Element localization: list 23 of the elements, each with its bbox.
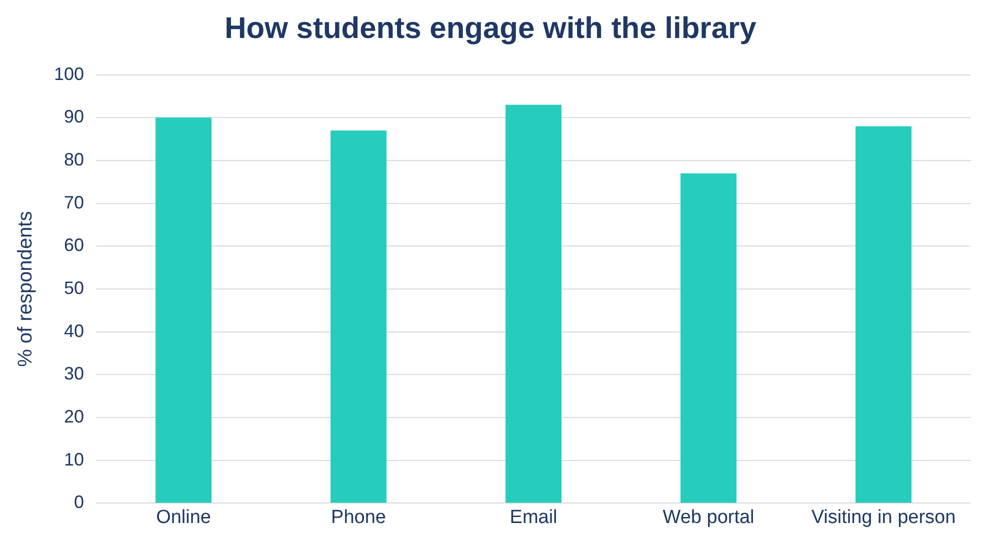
y-axis-title: % of respondents: [14, 211, 37, 367]
y-tick-label: 50: [64, 278, 84, 298]
y-tick-label: 80: [64, 149, 84, 170]
bar: [330, 130, 387, 503]
y-tick-label: 60: [64, 235, 84, 256]
y-tick-label: 70: [64, 192, 84, 212]
bar: [856, 126, 912, 503]
y-tick-label: 0: [74, 492, 84, 512]
chart-title: How students engage with the library: [224, 12, 758, 47]
x-tick-label: Email: [510, 506, 558, 528]
y-tick-label: 10: [64, 449, 84, 470]
x-tick-label: Online: [156, 506, 211, 528]
y-tick-label: 100: [54, 64, 84, 84]
bar: [506, 104, 562, 503]
bar: [680, 173, 737, 503]
y-tick-label: 20: [64, 406, 84, 426]
x-tick-label: Visiting in person: [811, 506, 956, 528]
y-tick-label: 90: [64, 106, 84, 127]
y-tick-label: 40: [64, 320, 84, 341]
x-tick-label: Phone: [331, 506, 386, 528]
y-tick-label: 30: [64, 364, 84, 384]
x-tick-label: Web portal: [662, 506, 754, 528]
bar: [156, 118, 212, 503]
